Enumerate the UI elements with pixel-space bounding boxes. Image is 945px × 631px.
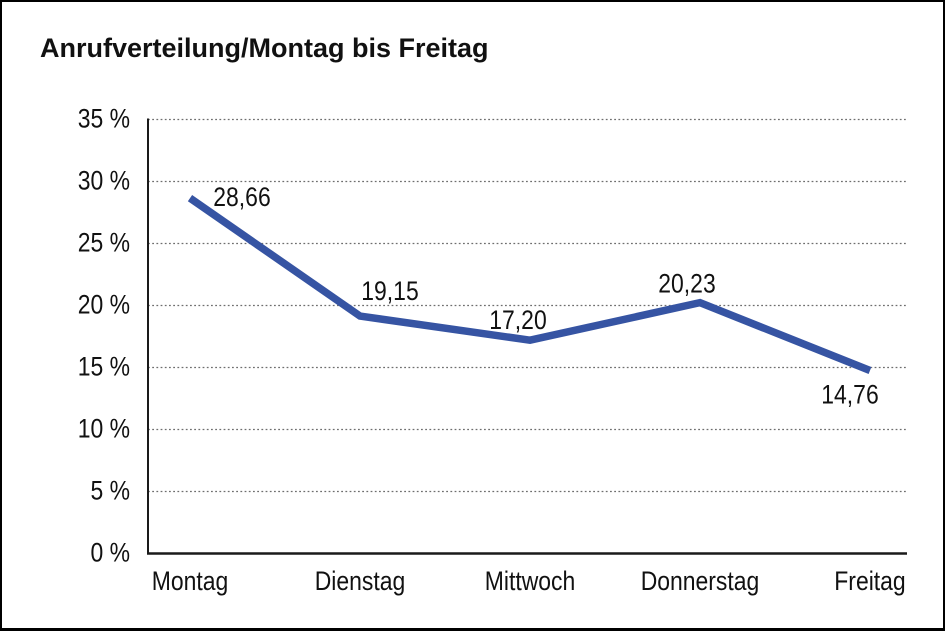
x-category-label-freitag: Freitag [834,566,905,596]
data-label-montag: 28,66 [213,182,270,212]
data-label-donnerstag: 20,23 [658,269,715,299]
y-tick-label-25: 25 % [78,228,130,258]
x-category-label-donnerstag: Donnerstag [641,566,760,596]
x-category-label-mittwoch: Mittwoch [485,566,576,596]
y-tick-label-15: 15 % [78,352,130,382]
y-tick-label-35: 35 % [78,104,130,134]
data-label-mittwoch: 17,20 [489,306,546,336]
x-category-label-montag: Montag [152,566,229,596]
y-tick-label-0: 0 % [90,538,130,568]
y-tick-label-30: 30 % [78,166,130,196]
y-tick-label-20: 20 % [78,290,130,320]
x-category-label-dienstag: Dienstag [315,566,406,596]
y-tick-label-5: 5 % [90,476,130,506]
y-tick-label-10: 10 % [78,414,130,444]
chart-title: Anrufverteilung/Montag bis Freitag [40,33,489,63]
data-label-freitag: 14,76 [821,380,878,410]
data-line-series [187,195,872,374]
data-label-dienstag: 19,15 [361,276,418,306]
